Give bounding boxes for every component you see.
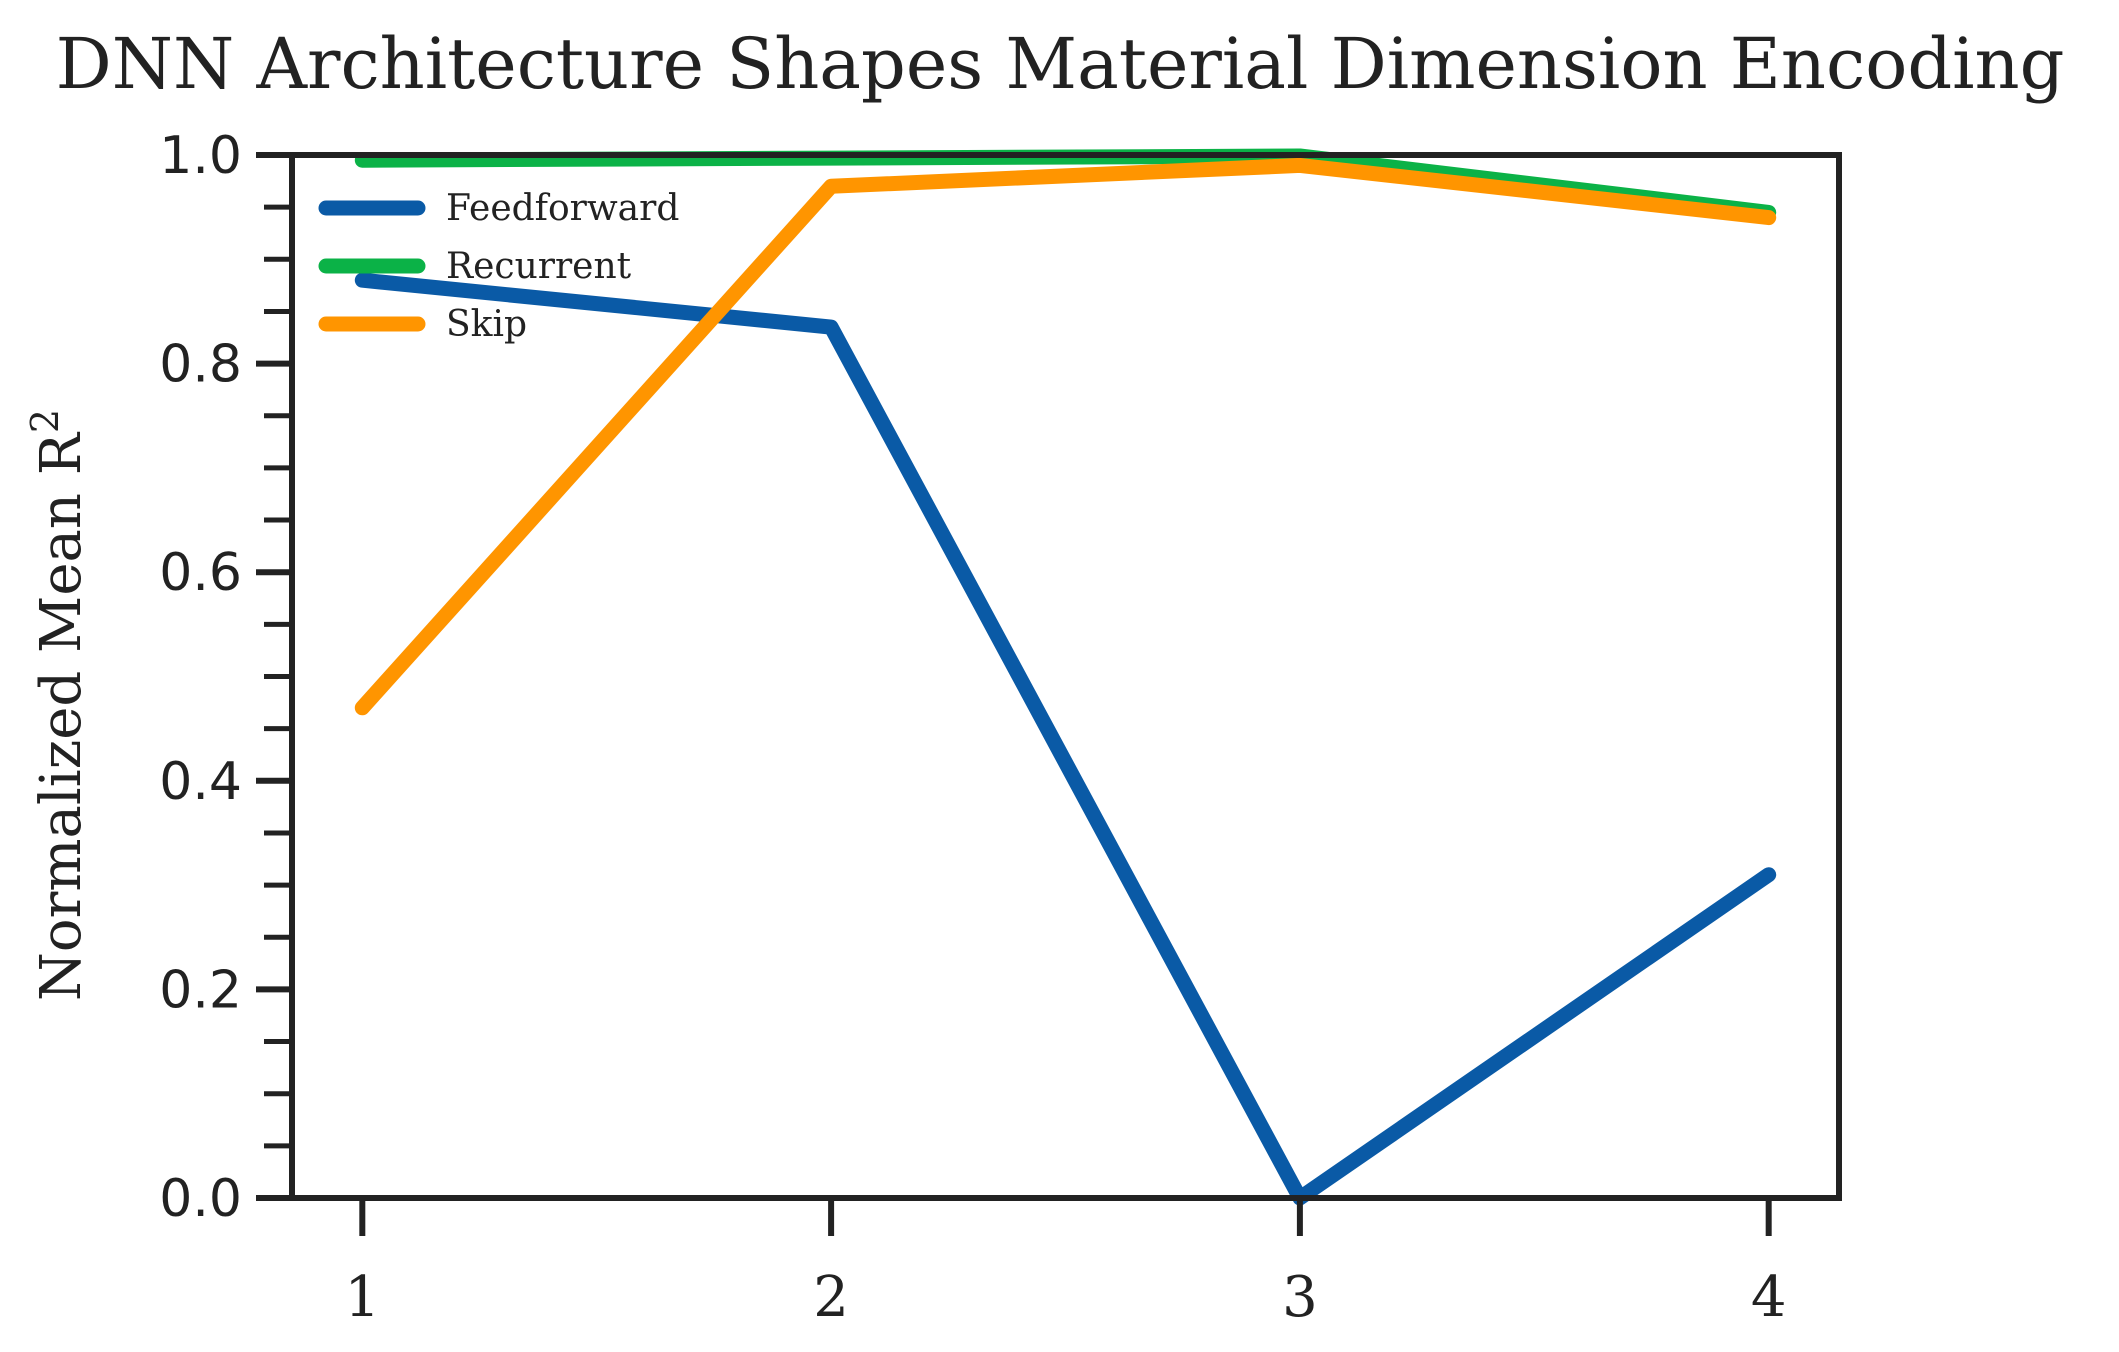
plot-frame xyxy=(289,152,1842,1201)
legend-label-feedforward: Feedforward xyxy=(446,188,679,229)
series-line-skip xyxy=(354,157,1777,716)
y-tick-label: 0.4 xyxy=(159,752,242,812)
y-tick-label: 0.0 xyxy=(159,1169,242,1229)
x-tick-label: 3 xyxy=(1282,1265,1318,1330)
series-line-feedforward xyxy=(354,272,1777,1206)
y-tick-label: 0.2 xyxy=(159,960,242,1020)
x-tick-label: 2 xyxy=(813,1265,849,1330)
x-tick-label: 4 xyxy=(1751,1265,1787,1330)
chart-title: DNN Architecture Shapes Material Dimensi… xyxy=(56,23,2065,105)
plot-lines xyxy=(354,148,1777,1206)
legend-label-recurrent: Recurrent xyxy=(446,246,632,287)
x-tick-label: 1 xyxy=(344,1265,380,1330)
x-axis-ticks: 1 2 3 4 xyxy=(344,1198,1787,1330)
y-tick-label: 0.8 xyxy=(159,335,242,395)
y-tick-label: 0.6 xyxy=(159,543,242,603)
legend: Feedforward Recurrent Skip xyxy=(318,188,679,345)
y-axis-ticks: 0.0 0.2 0.4 0.6 0.8 1.0 xyxy=(159,126,292,1229)
y-axis-label: Normalized Mean R2 xyxy=(23,409,94,1001)
y-tick-label: 1.0 xyxy=(159,126,242,186)
y-axis-label-superscript: 2 xyxy=(23,409,67,433)
legend-label-skip: Skip xyxy=(446,304,527,345)
y-axis-label-text: Normalized Mean R xyxy=(29,431,94,1001)
